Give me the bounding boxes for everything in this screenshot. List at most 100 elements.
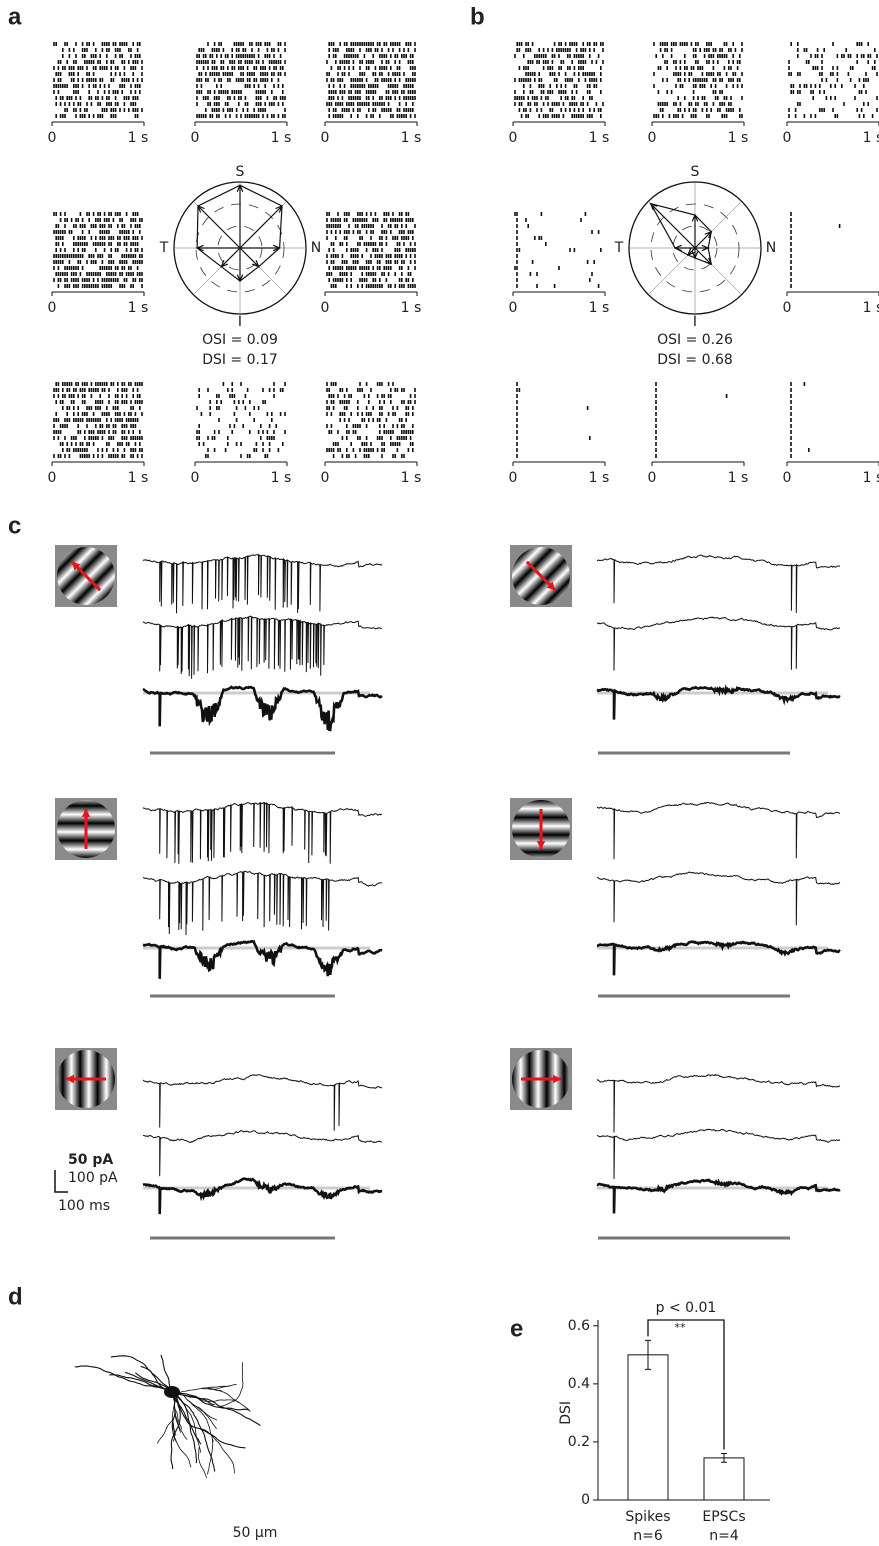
axis-label: 1 s (728, 130, 749, 146)
axis-label: 1 s (128, 130, 149, 146)
raster (789, 42, 877, 118)
polar-vector (240, 248, 259, 267)
current-trace (597, 1180, 840, 1214)
current-trace (143, 616, 382, 679)
polar-label: T (159, 240, 169, 256)
y-tick-label: 0.6 (568, 1318, 590, 1334)
index-label: DSI = 0.17 (202, 352, 278, 368)
raster (197, 382, 285, 458)
dendrite (75, 1366, 172, 1392)
raster-axis (787, 462, 879, 466)
axis-label: 1 s (128, 300, 149, 316)
index-label: OSI = 0.26 (657, 332, 733, 348)
raster-axis (325, 462, 417, 466)
axis-label: 0 (783, 300, 792, 316)
polar-label: I (238, 314, 242, 330)
current-trace (597, 872, 840, 925)
axis-label: 1 s (863, 470, 879, 486)
x-tick-label: Spikes (625, 1509, 670, 1525)
dendrite (208, 1439, 213, 1475)
y-tick-label: 0.2 (568, 1434, 590, 1450)
current-trace (597, 802, 840, 859)
axis-label: 0 (321, 470, 330, 486)
raster-axis (787, 122, 879, 126)
panel-label: c (8, 512, 21, 539)
axis-label: 1 s (589, 300, 610, 316)
axis-label: 0 (48, 130, 57, 146)
x-tick-label: EPSCs (702, 1509, 745, 1525)
current-trace (143, 1131, 382, 1177)
polar-vector (221, 248, 240, 267)
significance: ** (675, 1321, 687, 1334)
axis-label: 1 s (401, 300, 422, 316)
axis-label: 1 s (401, 470, 422, 486)
scale-bar (55, 1170, 68, 1192)
panel-label: d (8, 1283, 23, 1310)
raster-axis (787, 292, 879, 296)
raster (517, 382, 590, 458)
axis-label: 1 s (863, 300, 879, 316)
axis-label: 1 s (728, 470, 749, 486)
panel-label: b (470, 3, 485, 30)
raster (791, 382, 809, 458)
current-trace (143, 871, 382, 935)
raster (54, 382, 142, 458)
axis-label: 0 (191, 130, 200, 146)
annotation: p < 0.01 (656, 1300, 717, 1316)
axis-label: 1 s (863, 130, 879, 146)
axis-label: 0 (48, 300, 57, 316)
scale-label: 50 pA (68, 1152, 113, 1168)
raster-axis (195, 122, 287, 126)
axis-label: 0 (648, 470, 657, 486)
y-tick-label: 0 (581, 1492, 590, 1508)
y-axis-label: DSI (558, 1401, 574, 1425)
raster-axis (52, 122, 144, 126)
raster-axis (52, 292, 144, 296)
axis-label: 0 (321, 130, 330, 146)
raster-axis (195, 462, 287, 466)
raster-axis (652, 462, 744, 466)
sample-label: n=4 (709, 1528, 739, 1544)
current-trace (597, 1075, 840, 1133)
raster-axis (325, 292, 417, 296)
raster (656, 382, 727, 458)
raster (54, 42, 142, 118)
axis-label: 0 (48, 470, 57, 486)
dendrite (176, 1442, 191, 1468)
axis-label: 0 (509, 300, 518, 316)
bar (704, 1458, 744, 1500)
axis-label: 1 s (589, 130, 610, 146)
polar-label: N (766, 240, 776, 256)
axis-label: 0 (783, 130, 792, 146)
raster-axis (652, 122, 744, 126)
polar-label: T (614, 240, 624, 256)
scale-label: 100 ms (58, 1198, 110, 1214)
raster (654, 42, 742, 118)
current-trace (597, 1129, 840, 1179)
current-trace (143, 1075, 382, 1131)
figure: a b c d e 50 µm 50 pA 100 pA 100 ms 01 s… (0, 0, 879, 1546)
index-label: DSI = 0.68 (657, 352, 733, 368)
raster-axis (513, 292, 605, 296)
y-tick-label: 0.4 (568, 1376, 590, 1392)
raster (54, 212, 142, 288)
axis-label: 0 (191, 470, 200, 486)
axis-label: 1 s (271, 130, 292, 146)
raster-axis (52, 462, 144, 466)
dendrite (175, 1388, 222, 1394)
axis-label: 0 (321, 300, 330, 316)
dendrite (181, 1400, 201, 1452)
panel-label: e (510, 1315, 523, 1342)
panel-label: a (8, 3, 22, 30)
current-trace (597, 555, 840, 613)
current-trace (143, 1179, 382, 1214)
polar-label: S (691, 164, 700, 180)
current-trace (143, 555, 382, 614)
sample-label: n=6 (633, 1528, 663, 1544)
raster (791, 212, 840, 288)
dendrite (125, 1372, 172, 1392)
raster (515, 42, 603, 118)
polar-label: N (311, 240, 321, 256)
axis-label: 1 s (401, 130, 422, 146)
scale-label: 100 pA (68, 1170, 118, 1186)
